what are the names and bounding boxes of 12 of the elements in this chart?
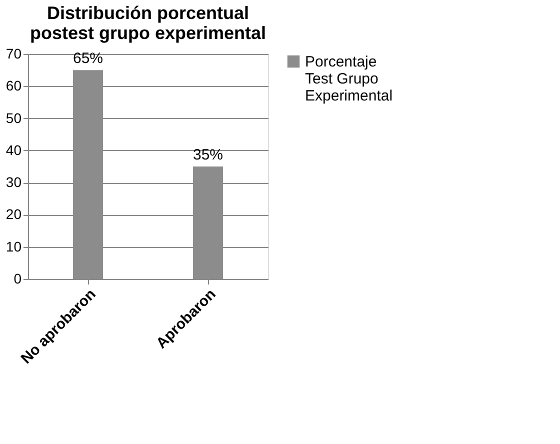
legend-label: Porcentaje Test Grupo Experimental	[305, 54, 393, 104]
text: 65%	[72, 50, 104, 68]
y-tick-label: 40	[6, 142, 22, 158]
y-tick-label: 70	[6, 46, 22, 62]
y-tick-label: 30	[6, 174, 22, 190]
y-tick-label: 10	[6, 238, 22, 254]
y-tick-label: 50	[6, 110, 22, 126]
y-tick-label: 20	[6, 206, 22, 222]
y-tick-label: 60	[6, 78, 22, 94]
y-tick-label: 0	[14, 270, 22, 286]
text: 35%	[192, 146, 224, 164]
chart-title: Distribución porcentual postest grupo experimental	[30, 3, 266, 43]
